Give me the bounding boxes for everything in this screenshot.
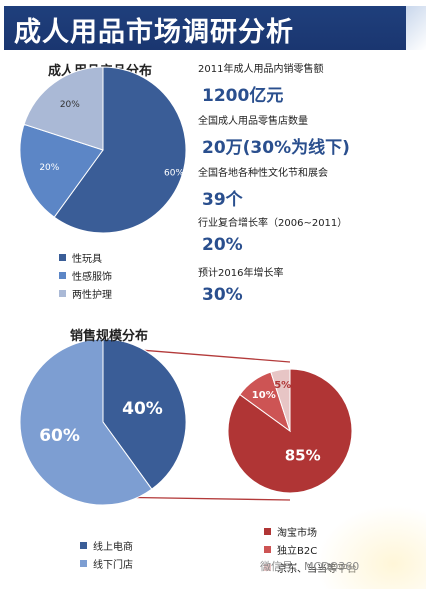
stat-label-store-count: 全国成人用品零售店数量: [198, 116, 308, 127]
legend-swatch: [59, 271, 66, 279]
pie-value-label-2: 10%: [252, 390, 276, 401]
stat-value-festivals: 39个: [202, 190, 243, 210]
pie-slice-1: [102, 338, 187, 490]
corner-glow: [316, 505, 426, 589]
pie-value-label-2: 60%: [39, 426, 80, 446]
pie-value-label-1: 85%: [285, 446, 321, 464]
pie-value-label-1: 40%: [122, 399, 163, 419]
legend-swatch: [80, 541, 87, 549]
legend-swatch: [264, 545, 271, 553]
pie-slice-3: [23, 66, 104, 151]
banner-corner-accent: [406, 6, 426, 50]
pie-value-label-3: 20%: [60, 100, 80, 110]
pie-slice-2: [19, 338, 153, 506]
stat-label-2016-growth: 预计2016年增长率: [198, 268, 284, 279]
legend-item-taobao: 淘宝市场: [264, 522, 357, 540]
watermark-text: 微信号：MCDQ360: [260, 560, 360, 573]
title-banner: 成人用品市场调研分析: [4, 6, 406, 50]
pie-slice-1: [53, 66, 187, 234]
legend-swatch: [59, 289, 66, 297]
legend-swatch: [80, 559, 87, 567]
sales-legend: 线上电商 线下门店: [80, 536, 133, 572]
legend-item-apparel: 性感服饰: [59, 266, 112, 284]
stat-value-2016-growth: 30%: [202, 285, 243, 305]
sales-scale-pie: 40% 60%: [19, 338, 187, 506]
pie-value-label-3: 5%: [274, 380, 291, 391]
legend-item-online: 线上电商: [80, 536, 133, 554]
legend-item-care: 两性护理: [59, 284, 112, 302]
pie-slice-2: [19, 123, 104, 218]
stat-value-store-count: 20万(30%为线下): [202, 138, 350, 158]
stat-value-retail-sales: 1200亿元: [202, 86, 284, 106]
legend-swatch: [59, 253, 66, 261]
product-distribution-pie: 60% 20% 20%: [19, 66, 187, 234]
legend-swatch: [264, 527, 271, 535]
product-legend: 性玩具 性感服饰 两性护理: [59, 248, 112, 302]
legend-item-b2c: 独立B2C: [264, 540, 357, 558]
legend-item-offline: 线下门店: [80, 554, 133, 572]
stat-label-retail-sales: 2011年成人用品内销零售额: [198, 64, 324, 75]
pie-value-label-1: 60%: [164, 169, 184, 179]
online-channel-pie: 85% 10%5%: [227, 368, 353, 494]
legend-item-toys: 性玩具: [59, 248, 112, 266]
pie-slice-3: [270, 368, 291, 432]
sales-scale-title: 销售规模分布: [70, 329, 149, 344]
legend-swatch: [264, 563, 271, 571]
stat-label-cagr: 行业复合增长率（2006~2011）: [198, 218, 348, 229]
stat-label-festivals: 全国各地各种性文化节和展会: [198, 168, 328, 179]
stat-value-cagr: 20%: [202, 235, 243, 255]
pie-value-label-2: 20%: [39, 163, 59, 173]
page-title: 成人用品市场调研分析: [14, 17, 294, 48]
